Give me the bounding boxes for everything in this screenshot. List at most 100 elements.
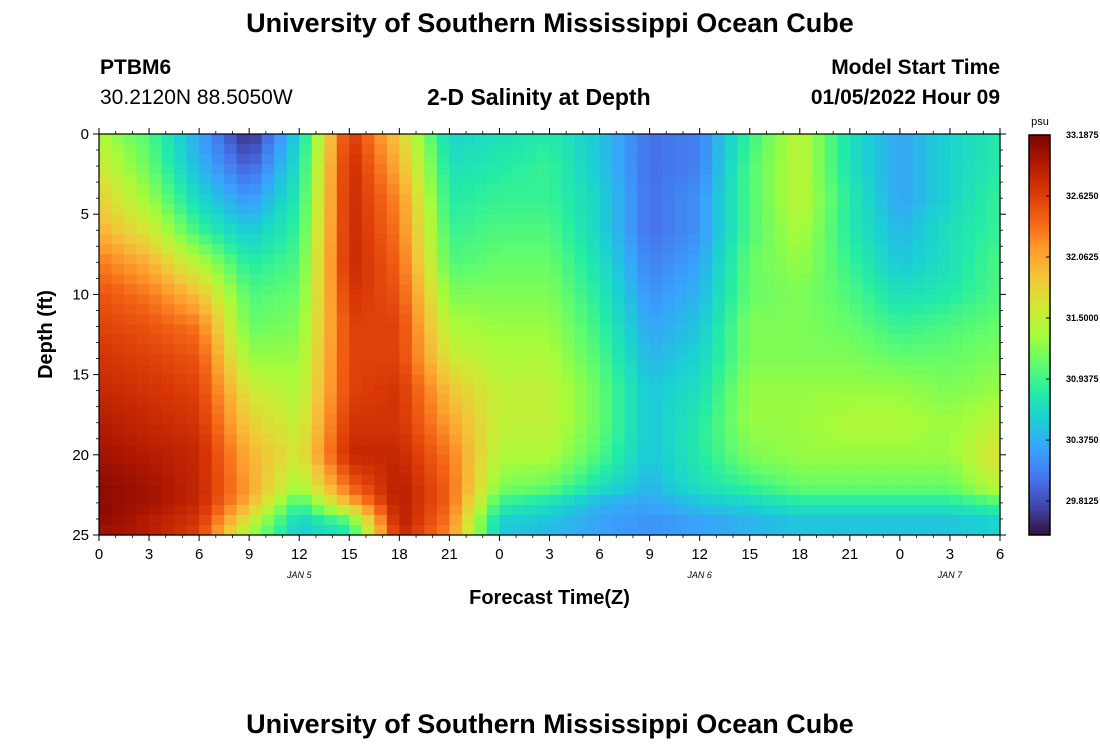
heatmap-cell: [349, 224, 363, 235]
heatmap-cell: [136, 334, 150, 346]
heatmap-cell: [637, 414, 651, 426]
heatmap-cell: [762, 424, 776, 436]
heatmap-cell: [962, 334, 976, 346]
heatmap-cell: [499, 394, 513, 406]
heatmap-cell: [374, 284, 388, 296]
heatmap-cell: [349, 214, 363, 225]
heatmap-cell: [186, 204, 200, 215]
heatmap-cell: [374, 444, 388, 456]
heatmap-cell: [799, 354, 813, 366]
heatmap-cell: [224, 144, 238, 155]
heatmap-cell: [587, 384, 601, 396]
heatmap-cell: [186, 494, 200, 506]
heatmap-cell: [874, 324, 888, 336]
heatmap-cell: [99, 384, 113, 396]
heatmap-cell: [974, 504, 989, 516]
heatmap-cell: [762, 254, 776, 265]
heatmap-cell: [286, 514, 300, 526]
heatmap-cell: [724, 294, 738, 306]
heatmap-cell: [624, 344, 638, 356]
heatmap-cell: [824, 394, 838, 406]
heatmap-cell: [124, 174, 138, 185]
heatmap-cell: [649, 174, 663, 185]
heatmap-cell: [549, 524, 563, 536]
heatmap-cell: [174, 414, 188, 426]
heatmap-cell: [299, 404, 313, 416]
heatmap-cell: [749, 424, 763, 436]
heatmap-cell: [612, 324, 626, 336]
heatmap-cell: [887, 134, 901, 145]
heatmap-cell: [261, 374, 275, 386]
heatmap-cell: [849, 354, 863, 366]
heatmap-cell: [724, 214, 738, 225]
heatmap-cell: [737, 484, 751, 496]
heatmap-cell: [436, 384, 450, 396]
heatmap-cell: [624, 394, 638, 406]
heatmap-cell: [974, 184, 989, 195]
heatmap-cell: [699, 154, 713, 165]
heatmap-cell: [737, 184, 751, 195]
heatmap-cell: [261, 184, 275, 195]
heatmap-cell: [299, 474, 313, 486]
heatmap-cell: [236, 144, 250, 155]
heatmap-cell: [324, 484, 338, 496]
heatmap-cell: [424, 284, 438, 296]
heatmap-cell: [674, 254, 688, 265]
heatmap-cell: [424, 354, 438, 366]
heatmap-cell: [311, 304, 325, 316]
heatmap-cell: [274, 134, 288, 145]
heatmap-cell: [136, 504, 150, 516]
heatmap-cell: [199, 324, 213, 336]
heatmap-cell: [199, 424, 213, 436]
heatmap-cell: [937, 194, 951, 205]
heatmap-cell: [336, 154, 350, 165]
heatmap-cell: [361, 404, 375, 416]
heatmap-cell: [824, 514, 838, 526]
heatmap-cell: [599, 274, 613, 285]
heatmap-cell: [899, 454, 913, 466]
heatmap-cell: [912, 444, 926, 456]
heatmap-cell: [124, 294, 138, 306]
heatmap-cell: [424, 524, 438, 536]
heatmap-cell: [136, 344, 150, 356]
heatmap-cell: [712, 254, 726, 265]
heatmap-cell: [949, 414, 964, 426]
heatmap-cell: [411, 384, 425, 396]
heatmap-cell: [712, 384, 726, 396]
heatmap-cell: [486, 454, 501, 466]
heatmap-cell: [336, 264, 350, 275]
heatmap-cell: [937, 354, 951, 366]
heatmap-cell: [624, 434, 638, 446]
heatmap-cell: [662, 244, 676, 255]
heatmap-cell: [199, 174, 213, 185]
heatmap-cell: [649, 234, 663, 245]
heatmap-cell: [899, 324, 913, 336]
heatmap-cell: [136, 484, 150, 496]
heatmap-cell: [549, 364, 563, 376]
heatmap-cell: [149, 524, 163, 536]
heatmap-cell: [912, 214, 926, 225]
heatmap-cell: [587, 464, 601, 476]
heatmap-cell: [486, 214, 501, 225]
heatmap-cell: [386, 524, 400, 536]
heatmap-cell: [161, 494, 175, 506]
heatmap-cell: [549, 304, 563, 316]
heatmap-cell: [724, 514, 738, 526]
heatmap-cell: [687, 234, 701, 245]
heatmap-cell: [449, 414, 463, 426]
heatmap-cell: [211, 344, 225, 356]
heatmap-cell: [587, 324, 601, 336]
heatmap-cell: [624, 134, 638, 145]
heatmap-cell: [862, 484, 876, 496]
heatmap-cell: [449, 324, 463, 336]
heatmap-cell: [849, 224, 863, 235]
heatmap-cell: [962, 484, 976, 496]
heatmap-cell: [299, 424, 313, 436]
heatmap-cell: [261, 214, 275, 225]
heatmap-cell: [274, 174, 288, 185]
heatmap-cell: [749, 134, 763, 145]
heatmap-cell: [274, 494, 288, 506]
heatmap-cell: [837, 284, 851, 296]
heatmap-cell: [186, 144, 200, 155]
heatmap-cell: [762, 374, 776, 386]
